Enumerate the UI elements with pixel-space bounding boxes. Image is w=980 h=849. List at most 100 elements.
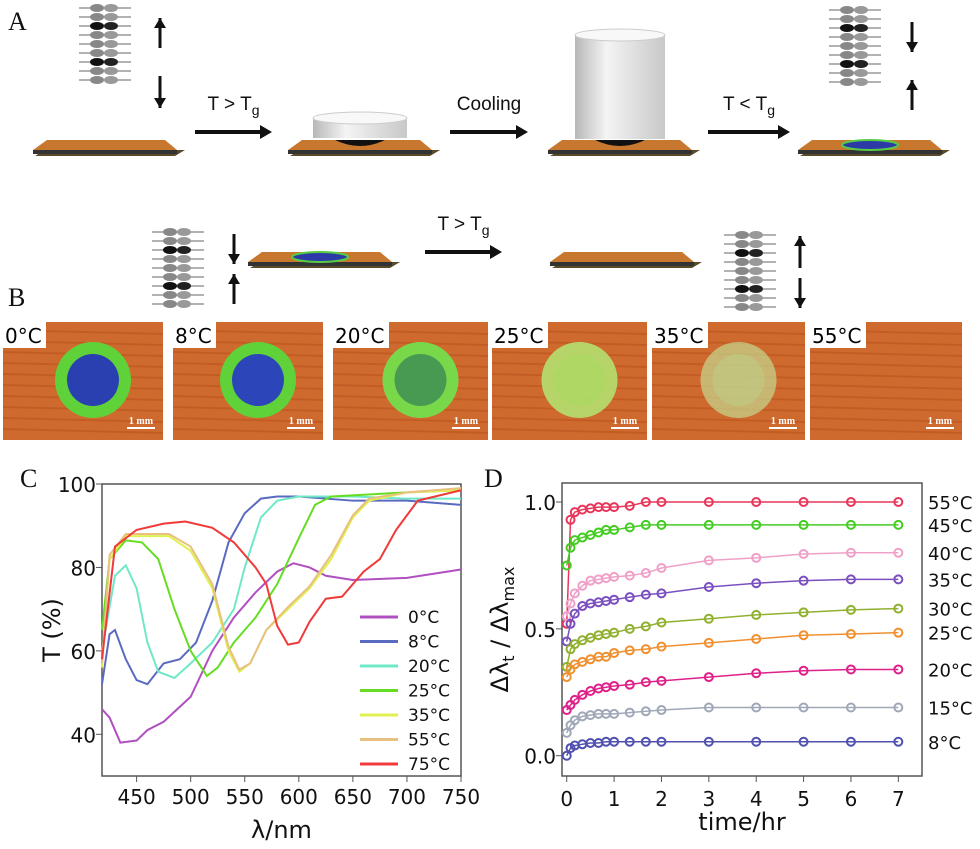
data-point [893, 497, 904, 508]
texture-line [809, 384, 963, 390]
series-label: 20°C [928, 660, 972, 681]
molecule-stack [79, 4, 131, 84]
molecule [177, 291, 191, 299]
data-point [624, 500, 635, 511]
series-35°C [561, 574, 904, 647]
y-tick-label: 40 [71, 723, 96, 747]
plot-frame [101, 483, 462, 777]
substrate-side [550, 262, 694, 266]
image-tile-0: 0°C 1 mm [2, 322, 164, 440]
molecule [177, 237, 191, 245]
molecule [840, 42, 854, 50]
legend-label: 25°C [408, 682, 450, 702]
arrow-right-icon [778, 125, 790, 139]
data-point [609, 502, 620, 513]
arrow-label: T < Tg [723, 94, 775, 118]
substrate-side [33, 150, 177, 154]
molecule [163, 282, 177, 290]
molecule [840, 78, 854, 86]
legend-label: 55°C [408, 731, 450, 751]
molecule [840, 60, 854, 68]
molecule [735, 303, 749, 311]
molecule [90, 22, 104, 30]
molecule [854, 60, 868, 68]
texture-line [332, 417, 489, 423]
image-tile-5: 55°C 1 mm [809, 322, 963, 440]
series-label: 25°C [928, 624, 972, 645]
stamp-top [574, 28, 666, 42]
molecule [840, 69, 854, 77]
data-point [893, 547, 904, 558]
substrate-side [798, 150, 942, 154]
molecule [163, 300, 177, 308]
temp-label: 20°C [335, 324, 384, 348]
data-point [565, 618, 576, 629]
molecule [177, 264, 191, 272]
legend-label: 75°C [408, 755, 450, 775]
texture-line [2, 428, 164, 434]
data-point [640, 589, 651, 600]
image-tile-2: 20°C 1 mm [332, 322, 489, 440]
data-point [798, 519, 809, 530]
data-point [703, 497, 714, 508]
x-tick-label: 5 [797, 787, 810, 811]
arrow-label: T > Tg [438, 214, 490, 238]
series-line [566, 552, 899, 617]
data-point [640, 519, 651, 530]
data-point [624, 707, 635, 718]
data-point [624, 522, 635, 533]
data-point [798, 702, 809, 713]
data-point [640, 644, 651, 655]
series-55°C [561, 497, 904, 629]
data-point [751, 702, 762, 713]
data-point [893, 664, 904, 675]
texture-line [651, 417, 806, 423]
molecule [90, 49, 104, 57]
molecule [735, 258, 749, 266]
molecule [749, 276, 763, 284]
legend-label: 8°C [408, 633, 439, 653]
molecule [90, 58, 104, 66]
pattern-ring [700, 342, 777, 418]
temp-label-bg [810, 322, 866, 348]
molecule [854, 42, 868, 50]
data-point [565, 542, 576, 553]
molecule [104, 67, 118, 75]
data-point [751, 519, 762, 530]
molecule [163, 228, 177, 236]
substrate-top [33, 140, 177, 150]
series-label: 8°C [928, 733, 961, 754]
molecule [735, 267, 749, 275]
data-point [656, 519, 667, 530]
data-point [624, 645, 635, 656]
x-tick-label: 7 [892, 787, 905, 811]
data-point [624, 623, 635, 634]
image-tile-1: 8°C 1 mm [172, 322, 324, 440]
molecule [749, 240, 763, 248]
pattern-core [394, 354, 447, 406]
data-point [703, 736, 714, 747]
molecule [840, 15, 854, 23]
x-tick-label: 750 [442, 785, 480, 809]
data-point [640, 736, 651, 747]
molecule [840, 24, 854, 32]
substrate [248, 251, 400, 268]
data-point [569, 694, 580, 705]
temp-label: 35°C [654, 324, 703, 348]
series-label: 40°C [928, 544, 972, 565]
pattern-spot [291, 251, 349, 263]
texture-line [809, 428, 963, 434]
series-30°C [561, 603, 904, 672]
molecule [854, 78, 868, 86]
data-point [893, 574, 904, 585]
scale-label: 1 mm [289, 416, 314, 427]
temp-label: 0°C [5, 324, 42, 348]
data-point [569, 639, 580, 650]
x-tick-label: 700 [388, 785, 426, 809]
pattern-spot [841, 139, 899, 151]
x-tick-label: 3 [702, 787, 715, 811]
molecule [840, 51, 854, 59]
data-point [609, 680, 620, 691]
